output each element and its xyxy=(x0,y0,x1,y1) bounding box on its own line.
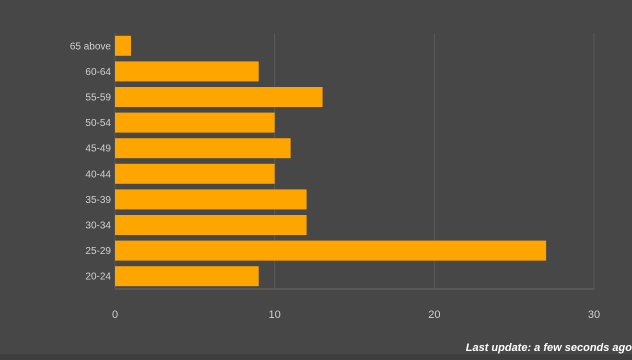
x-tick-label-0: 0 xyxy=(112,309,118,321)
bar-0 xyxy=(115,35,131,56)
y-tick-label-7: 30-34 xyxy=(85,221,111,232)
x-tick-label-2: 20 xyxy=(428,309,440,321)
y-tick-label-8: 25-29 xyxy=(85,246,111,257)
y-tick-label-6: 35-39 xyxy=(85,195,111,206)
y-tick-label-9: 20-24 xyxy=(85,272,111,283)
bar-4 xyxy=(115,138,291,159)
bar-chart: 65 above 60-64 55-59 50-54 45-49 40-44 35-39 30… xyxy=(70,33,600,321)
y-tick-label-0: 65 above xyxy=(70,41,112,52)
y-tick-label-1: 60-64 xyxy=(85,67,111,78)
x-tick-label-1: 10 xyxy=(269,309,281,321)
bar-3 xyxy=(115,112,275,133)
last-update-text: Last update: a few seconds ago xyxy=(465,342,632,354)
bar-7 xyxy=(115,215,307,235)
bar-6 xyxy=(115,189,307,210)
y-tick-label-4: 45-49 xyxy=(85,144,111,155)
bar-8 xyxy=(115,240,547,261)
y-tick-label-5: 40-44 xyxy=(85,169,111,180)
bar-2 xyxy=(115,87,323,107)
bar-1 xyxy=(115,61,259,82)
x-tick-label-3: 30 xyxy=(588,309,600,321)
bar-9 xyxy=(115,266,259,287)
bar-5 xyxy=(115,163,275,184)
y-tick-label-3: 50-54 xyxy=(85,118,111,129)
footer-strip xyxy=(0,354,632,360)
y-tick-label-2: 55-59 xyxy=(85,93,111,104)
